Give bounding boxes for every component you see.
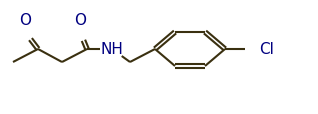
Text: O: O <box>19 13 31 28</box>
Text: Cl: Cl <box>259 42 274 57</box>
Text: NH: NH <box>100 42 123 57</box>
Text: O: O <box>74 13 86 28</box>
